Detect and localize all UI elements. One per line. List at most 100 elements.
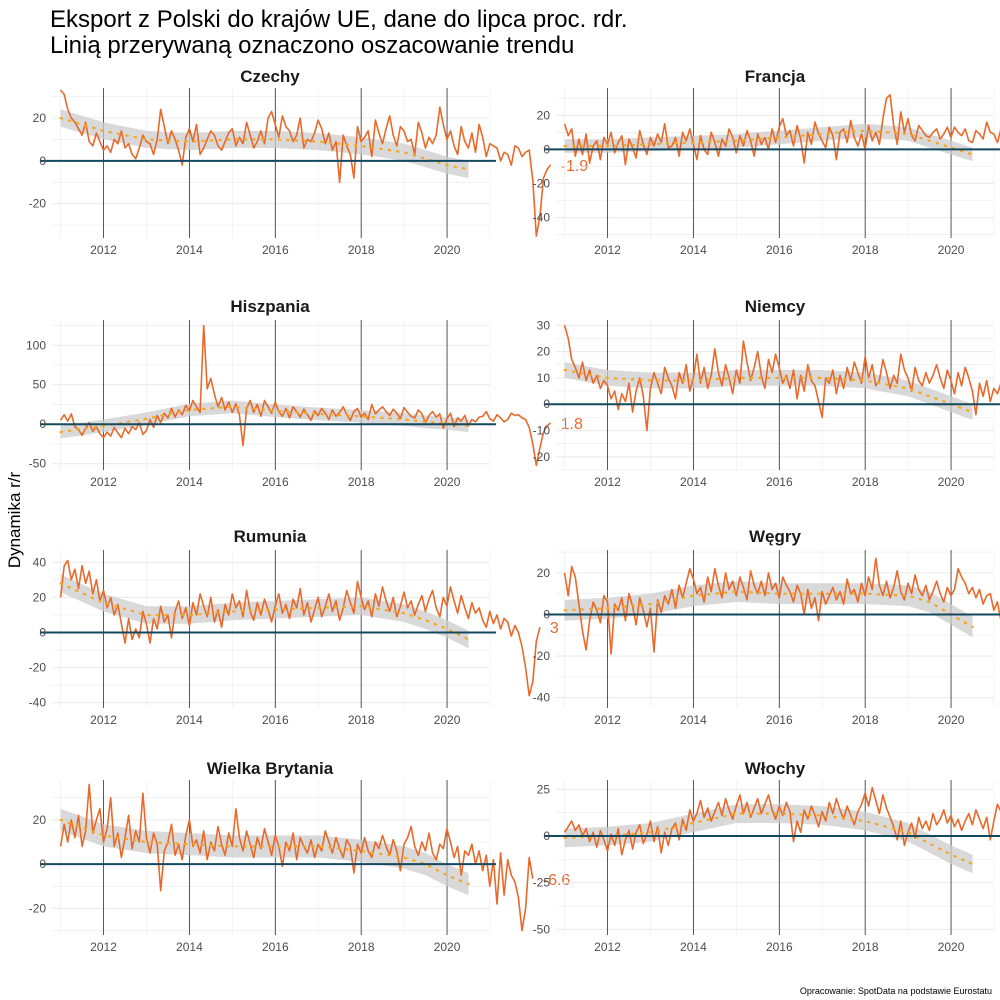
series-line: [59, 89, 552, 237]
facet-title: Wielka Brytania: [207, 759, 334, 778]
series-line: [59, 324, 552, 467]
x-tick-label: 2020: [938, 713, 965, 727]
trend-line: [563, 590, 974, 628]
y-tick-label: 20: [33, 590, 47, 604]
trend-ribbon: [564, 123, 973, 162]
x-tick-label: 2020: [434, 243, 461, 257]
chart-title-line-2: Linią przerywaną oznaczono oszacowanie t…: [50, 32, 574, 59]
x-tick-label: 2016: [766, 243, 793, 257]
facet-title: Francja: [745, 67, 806, 86]
y-tick-label: 20: [537, 566, 551, 580]
y-tick-label: 0: [543, 397, 550, 411]
x-tick-label: 2020: [938, 243, 965, 257]
x-tick-label: 2012: [594, 713, 621, 727]
facet-title: Rumunia: [234, 527, 307, 546]
series-line: [59, 559, 541, 697]
x-tick-label: 2020: [938, 940, 965, 954]
x-tick-label: 2014: [680, 940, 707, 954]
y-tick-label: 0: [39, 626, 46, 640]
x-tick-label: 2020: [434, 713, 461, 727]
y-tick-label: -20: [29, 197, 47, 211]
y-tick-label: 20: [33, 813, 47, 827]
x-tick-label: 2016: [262, 713, 289, 727]
x-tick-label: 2018: [852, 940, 879, 954]
x-tick-label: 2016: [766, 713, 793, 727]
y-axis-label: Dynamika r/r: [5, 471, 24, 568]
facet-title: Włochy: [745, 759, 806, 778]
y-tick-label: -40: [29, 696, 47, 710]
trend-ribbon: [564, 362, 973, 420]
trend-line: [563, 368, 974, 414]
trend-line: [59, 582, 470, 641]
y-tick-label: -40: [533, 691, 551, 705]
x-tick-label: 2020: [434, 940, 461, 954]
x-tick-label: 2018: [348, 940, 375, 954]
trend-line: [59, 818, 470, 886]
x-tick-label: 2016: [262, 475, 289, 489]
x-tick-label: 2014: [176, 243, 203, 257]
y-tick-label: 20: [537, 108, 551, 122]
x-tick-label: 2018: [348, 475, 375, 489]
y-tick-label: -20: [29, 901, 47, 915]
y-tick-label: -20: [533, 649, 551, 663]
x-tick-label: 2012: [90, 713, 117, 727]
y-tick-label: 0: [543, 142, 550, 156]
y-tick-label: 25: [537, 782, 551, 796]
facet-panel: Wielka Brytania 2012 2014 2016 2018 2020 -20 0 2…: [29, 759, 571, 954]
facet-panel: Rumunia 2012 2014 2016 2018 2020 -40 -20 0 20 40 3: [29, 527, 559, 727]
chart-title-line-1: Eksport z Polski do krajów UE, dane do l…: [50, 6, 628, 33]
facet-title: Hiszpania: [230, 297, 310, 316]
y-tick-label: -20: [533, 176, 551, 190]
y-tick-label: 20: [33, 111, 47, 125]
y-tick-label: 0: [39, 417, 46, 431]
x-tick-label: 2014: [680, 713, 707, 727]
x-tick-label: 2018: [348, 713, 375, 727]
x-tick-label: 2018: [852, 475, 879, 489]
x-tick-label: 2012: [594, 475, 621, 489]
trend-ribbon: [60, 574, 469, 649]
x-tick-label: 2012: [594, 243, 621, 257]
x-tick-label: 2018: [348, 243, 375, 257]
y-tick-label: -20: [533, 450, 551, 464]
y-tick-label: -40: [533, 211, 551, 225]
x-tick-label: 2018: [852, 713, 879, 727]
x-tick-label: 2012: [90, 243, 117, 257]
series-line: [563, 557, 1000, 655]
y-tick-label: 50: [33, 378, 47, 392]
y-tick-label: 0: [543, 829, 550, 843]
end-value-label: 3: [550, 620, 559, 637]
series-line: [563, 325, 1000, 432]
trend-ribbon: [60, 400, 469, 439]
y-tick-label: 10: [537, 371, 551, 385]
x-tick-label: 2016: [766, 475, 793, 489]
y-tick-label: -20: [29, 661, 47, 675]
trend-line: [563, 129, 974, 156]
series-line: [563, 786, 1000, 856]
x-tick-label: 2014: [680, 475, 707, 489]
x-tick-label: 2012: [90, 940, 117, 954]
y-tick-label: 0: [39, 154, 46, 168]
x-tick-label: 2018: [852, 243, 879, 257]
x-tick-label: 2012: [90, 475, 117, 489]
trend-ribbon: [564, 804, 973, 874]
y-tick-label: -10: [533, 424, 551, 438]
facet-title: Węgry: [749, 527, 802, 546]
x-tick-label: 2020: [434, 475, 461, 489]
y-tick-label: 0: [543, 607, 550, 621]
y-tick-label: -50: [533, 922, 551, 936]
facet-title: Czechy: [240, 67, 300, 86]
y-tick-label: 100: [26, 338, 46, 352]
end-value-label: -6.6: [543, 872, 571, 889]
facet-title: Niemcy: [745, 297, 806, 316]
trend-line: [563, 812, 974, 866]
x-tick-label: 2016: [766, 940, 793, 954]
end-value-label: 1.8: [561, 416, 583, 433]
x-tick-label: 2020: [938, 475, 965, 489]
